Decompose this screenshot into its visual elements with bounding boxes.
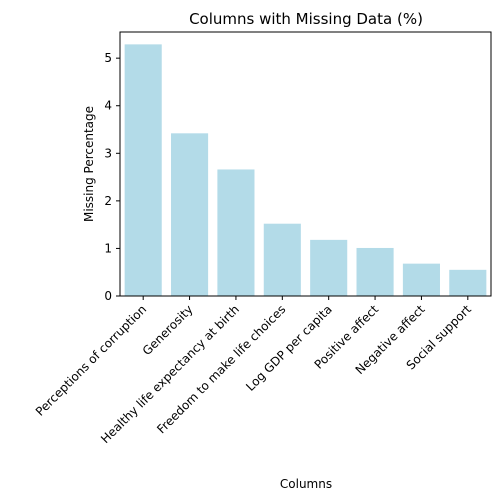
bar-4 <box>310 239 348 296</box>
bars-group <box>124 44 487 297</box>
y-tick-label: 3 <box>104 146 112 160</box>
y-tick-label: 0 <box>104 289 112 303</box>
bar-2 <box>217 169 255 296</box>
plot-frame <box>119 31 492 297</box>
y-axis-label: Missing Percentage <box>82 106 96 222</box>
chart-title: Columns with Missing Data (%) <box>189 10 423 28</box>
bar-6 <box>402 263 440 296</box>
bar-7 <box>449 269 487 296</box>
y-tick-label: 4 <box>104 99 112 113</box>
bar-3 <box>263 223 301 296</box>
y-tick-label: 5 <box>104 51 112 65</box>
x-tick-label: Log GDP per capita <box>243 302 335 394</box>
x-axis: Perceptions of corruptionGenerosityHealt… <box>33 296 474 446</box>
bar-1 <box>171 133 209 296</box>
y-axis: 0 1 2 3 4 5 <box>104 51 120 303</box>
y-tick-label: 2 <box>104 194 112 208</box>
y-tick-label: 1 <box>104 241 112 255</box>
bar-5 <box>356 247 394 296</box>
bar-0 <box>124 44 162 297</box>
x-axis-label: Columns <box>280 477 332 491</box>
